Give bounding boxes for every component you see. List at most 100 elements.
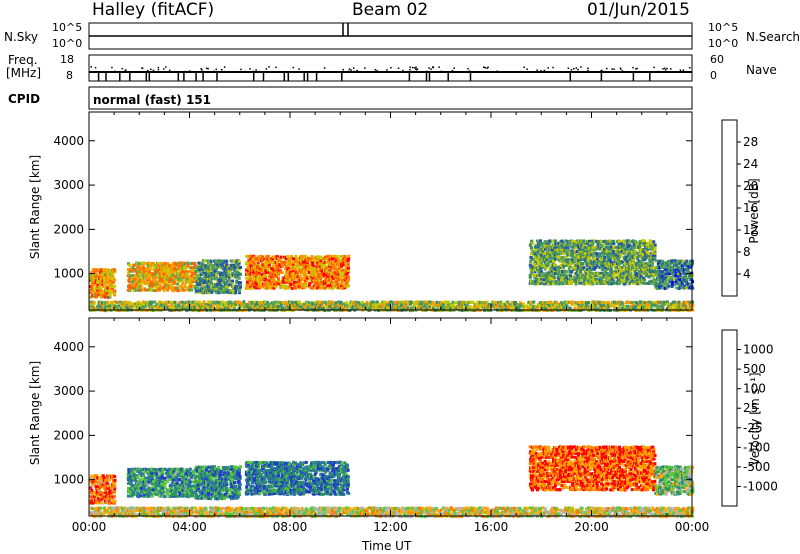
echo-cell [329, 278, 333, 282]
echo-cell [153, 278, 157, 282]
echo-cell [675, 278, 679, 282]
echo-cell [188, 304, 192, 308]
echo-cell [639, 254, 643, 258]
echo-cell [347, 257, 351, 261]
echo-cell [562, 306, 566, 310]
echo-cell [556, 248, 560, 252]
echo-cell [581, 262, 585, 266]
echo-cell [143, 272, 147, 276]
echo-cell [653, 273, 657, 277]
echo-cell [435, 300, 439, 304]
echo-cell [635, 301, 638, 305]
echo-cell [375, 300, 379, 304]
echo-cell [348, 304, 352, 308]
echo-cell [683, 284, 687, 288]
echo-cell [322, 263, 326, 267]
echo-cell [261, 258, 264, 262]
echo-cell [98, 278, 102, 282]
echo-cell [192, 275, 196, 279]
nave-point [397, 67, 400, 69]
echo-cell [106, 272, 110, 276]
echo-cell [532, 279, 536, 283]
echo-cell [347, 277, 351, 281]
echo-cell [140, 276, 144, 279]
echo-cell [651, 252, 655, 255]
echo-cell [672, 261, 676, 265]
echo-cell [337, 268, 341, 272]
echo-cell [691, 286, 695, 290]
echo-cell [174, 288, 178, 292]
echo-cell [597, 260, 601, 263]
echo-cell [545, 279, 548, 283]
echo-cell [276, 260, 280, 264]
echo-cell [598, 252, 602, 256]
echo-cell [564, 263, 568, 267]
echo-cell [226, 271, 230, 275]
echo-cell [495, 304, 499, 308]
echo-cell [279, 284, 283, 288]
echo-cell [587, 245, 591, 249]
nave-point [221, 69, 223, 71]
echo-cell [321, 284, 325, 288]
echo-cell [638, 302, 642, 306]
echo-cell [238, 291, 241, 295]
echo-cell [538, 256, 541, 259]
echo-cell [258, 286, 262, 290]
echo-cell [529, 246, 533, 250]
echo-cell [550, 247, 554, 251]
echo-cell [131, 280, 135, 284]
echo-cell [660, 286, 664, 290]
echo-cell [186, 274, 190, 278]
echo-cell [325, 267, 329, 271]
echo-cell [591, 255, 595, 259]
echo-cell [290, 306, 294, 310]
echo-cell [378, 302, 382, 306]
echo-cell [600, 244, 604, 248]
echo-cell [317, 304, 321, 308]
echo-cell [580, 258, 584, 261]
echo-cell [164, 300, 168, 304]
echo-cell [553, 239, 557, 243]
echo-cell [643, 258, 647, 261]
echo-cell [211, 265, 215, 269]
echo-cell [169, 278, 173, 282]
echo-cell [605, 272, 609, 275]
echo-cell [207, 265, 211, 269]
echo-cell [612, 279, 616, 283]
echo-cell [292, 258, 296, 262]
echo-cell [166, 262, 170, 265]
echo-cell [588, 261, 592, 265]
echo-cell [280, 271, 284, 275]
echo-cell [604, 251, 608, 255]
echo-cell [264, 282, 268, 286]
echo-cell [546, 255, 550, 259]
echo-cell [562, 265, 566, 269]
echo-cell [536, 265, 540, 269]
nave-point [298, 68, 300, 70]
echo-cell [565, 270, 569, 274]
echo-cell [135, 276, 139, 280]
echo-cell [326, 302, 330, 306]
echo-cell [194, 284, 198, 288]
echo-cell [632, 246, 636, 250]
echo-cell [193, 302, 196, 306]
echo-cell [224, 303, 228, 307]
echo-cell [536, 278, 539, 281]
echo-cell [371, 306, 375, 310]
echo-cell [319, 300, 323, 304]
echo-cell [286, 278, 289, 282]
echo-cell [533, 270, 537, 274]
echo-cell [644, 261, 648, 265]
echo-cell [298, 274, 302, 278]
echo-cell [260, 306, 264, 310]
echo-cell [645, 303, 649, 307]
echo-cell [247, 272, 251, 276]
echo-cell [129, 286, 133, 290]
echo-cell [571, 303, 575, 306]
echo-cell [435, 302, 439, 306]
echo-cell [346, 275, 350, 279]
echo-cell [126, 274, 130, 278]
echo-cell [164, 268, 168, 272]
nave-point [350, 69, 352, 71]
echo-cell [341, 278, 345, 282]
